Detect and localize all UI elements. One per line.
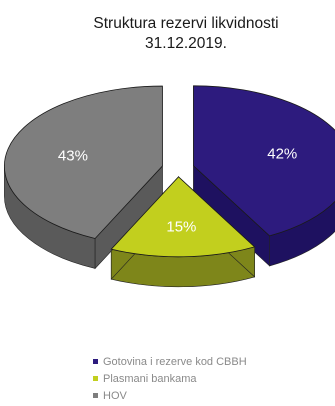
legend-label-2: HOV	[103, 389, 127, 402]
pie-label-1: 15%	[166, 218, 196, 235]
chart-title-line-1: Struktura rezervi likvidnosti	[93, 15, 279, 32]
legend-item-1: Plasmani bankama	[93, 370, 247, 387]
legend-swatch-1	[93, 376, 98, 381]
chart-title-line-2: 31.12.2019.	[145, 35, 227, 52]
pie-label-0: 42%	[267, 145, 297, 162]
pie-slice-1[interactable]	[110, 176, 256, 258]
legend-item-2: HOV	[93, 387, 247, 404]
legend-item-0: Gotovina i rezerve kod CBBH	[93, 353, 247, 370]
pie-slice-2[interactable]	[3, 85, 163, 239]
legend-swatch-2	[93, 393, 98, 398]
pie-slice-0[interactable]	[193, 85, 335, 237]
legend-swatch-0	[93, 359, 98, 364]
chart-title: Struktura rezervi likvidnosti 31.12.2019…	[46, 14, 326, 54]
legend-label-0: Gotovina i rezerve kod CBBH	[103, 355, 247, 368]
pie-label-2: 43%	[58, 147, 88, 164]
chart-legend: Gotovina i rezerve kod CBBH Plasmani bank…	[93, 353, 247, 404]
legend-label-1: Plasmani bankama	[103, 372, 197, 385]
